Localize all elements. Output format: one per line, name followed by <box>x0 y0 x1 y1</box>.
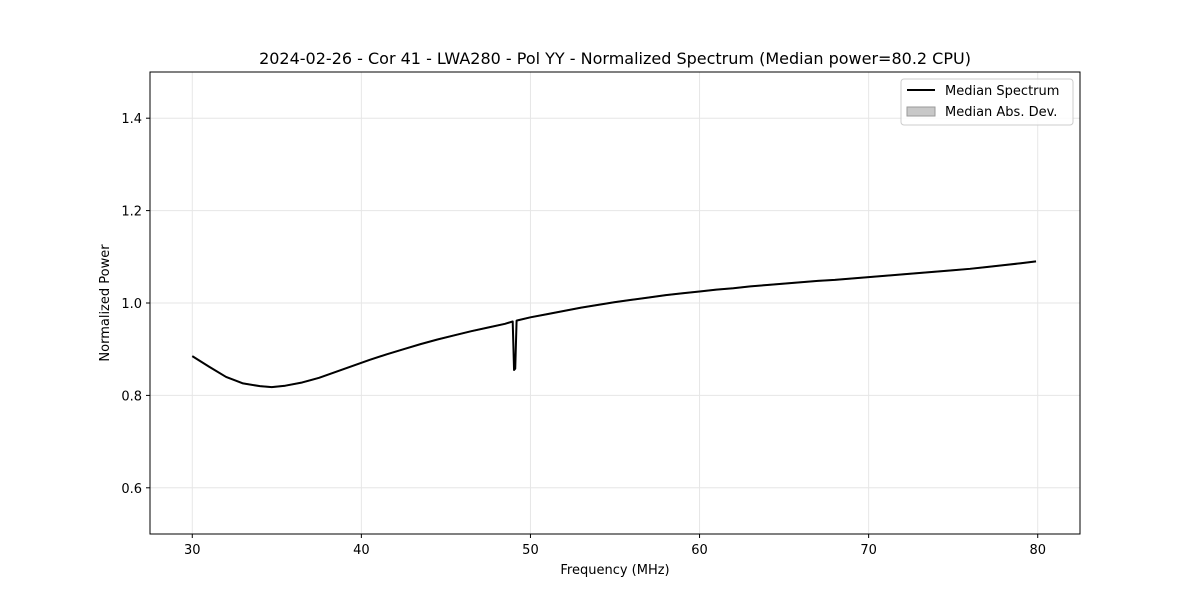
x-tick-label: 40 <box>353 543 370 558</box>
series-layer <box>191 260 1037 389</box>
y-tick-label: 1.4 <box>121 112 142 127</box>
y-tick-label: 1.0 <box>121 297 142 312</box>
x-tick-label: 70 <box>860 543 877 558</box>
x-axis-label: Frequency (MHz) <box>560 563 669 578</box>
x-axis-ticks: 30 40 50 60 70 80 <box>184 534 1046 558</box>
y-tick-label: 0.8 <box>121 389 142 404</box>
x-tick-label: 80 <box>1029 543 1046 558</box>
legend-entry-median-spectrum: Median Spectrum <box>945 84 1059 99</box>
y-axis-label: Normalized Power <box>98 244 113 362</box>
x-tick-label: 50 <box>522 543 539 558</box>
legend-box <box>900 78 1074 126</box>
legend-entry-median-abs-dev: Median Abs. Dev. <box>945 105 1057 120</box>
chart-title: 2024-02-26 - Cor 41 - LWA280 - Pol YY - … <box>259 49 971 68</box>
median-spectrum-line <box>191 260 1037 389</box>
x-tick-label: 60 <box>691 543 708 558</box>
legend: Median Spectrum Median Abs. Dev. <box>900 78 1074 126</box>
y-tick-label: 1.2 <box>121 205 142 220</box>
y-axis-ticks: 0.6 0.8 1.0 1.2 1.4 <box>121 112 150 497</box>
legend-patch-swatch <box>906 106 936 117</box>
x-tick-label: 30 <box>184 543 201 558</box>
y-tick-label: 0.6 <box>121 482 142 497</box>
